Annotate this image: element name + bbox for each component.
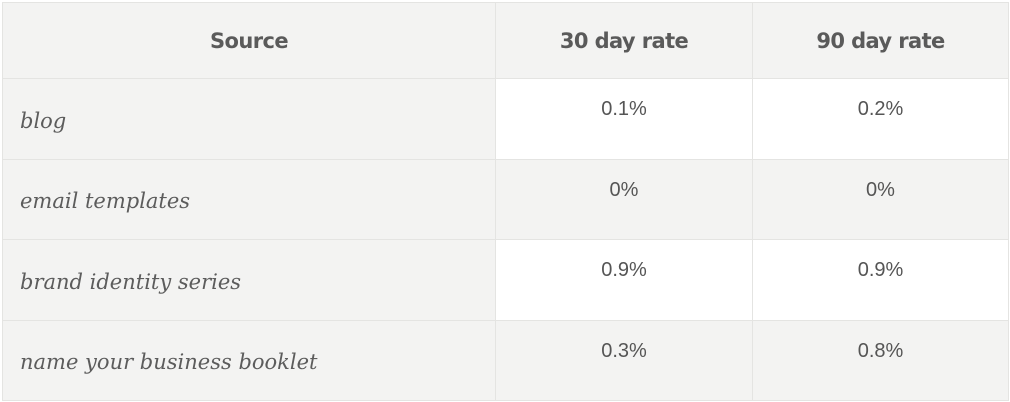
table-header: Source 30 day rate 90 day rate	[2, 2, 1009, 79]
source-cell: brand identity series	[2, 239, 496, 321]
rate-90-cell: 0.2%	[752, 78, 1009, 160]
table-row: blog 0.1% 0.2%	[2, 78, 1009, 160]
rate-90-cell: 0.8%	[752, 319, 1009, 401]
source-cell: blog	[2, 78, 496, 160]
header-source: Source	[2, 2, 496, 79]
rate-30-cell: 0.9%	[495, 239, 753, 321]
header-90-day-rate: 90 day rate	[752, 2, 1009, 79]
rate-30-cell: 0%	[495, 158, 753, 240]
source-cell: name your business booklet	[2, 319, 496, 401]
rate-90-cell: 0.9%	[752, 239, 1009, 321]
table-row: name your business booklet 0.3% 0.8%	[2, 319, 1009, 401]
table-body: blog 0.1% 0.2% email templates 0% 0% bra…	[2, 78, 1009, 401]
header-30-day-rate: 30 day rate	[495, 2, 753, 79]
rate-90-cell: 0%	[752, 158, 1009, 240]
source-cell: email templates	[2, 158, 496, 240]
table-row: brand identity series 0.9% 0.9%	[2, 239, 1009, 321]
table-row: email templates 0% 0%	[2, 158, 1009, 240]
rate-30-cell: 0.1%	[495, 78, 753, 160]
header-row: Source 30 day rate 90 day rate	[2, 2, 1009, 79]
rate-30-cell: 0.3%	[495, 319, 753, 401]
